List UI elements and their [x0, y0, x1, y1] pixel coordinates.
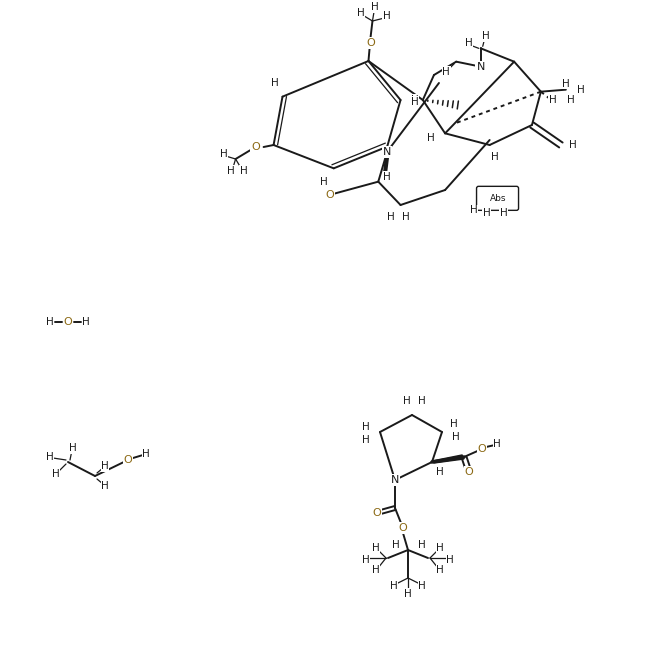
Text: H: H	[562, 79, 570, 89]
Text: H: H	[357, 8, 365, 18]
Text: O: O	[366, 38, 375, 48]
Text: O: O	[251, 142, 260, 152]
Text: O: O	[465, 467, 473, 477]
Text: H: H	[499, 208, 507, 218]
Text: H: H	[320, 177, 328, 188]
Text: H: H	[418, 396, 426, 406]
Text: H: H	[446, 555, 454, 565]
Polygon shape	[432, 455, 464, 463]
Text: H: H	[270, 78, 278, 88]
Text: H: H	[411, 95, 418, 105]
Text: H: H	[240, 166, 247, 176]
Text: H: H	[372, 565, 380, 575]
Text: H: H	[418, 581, 426, 591]
Text: H: H	[372, 543, 380, 553]
Text: H: H	[46, 317, 54, 327]
Text: H: H	[491, 152, 499, 162]
Text: H: H	[52, 469, 60, 479]
Text: O: O	[478, 444, 486, 454]
Text: N: N	[476, 62, 485, 72]
Text: H: H	[452, 432, 460, 442]
Text: H: H	[401, 212, 409, 222]
Text: H: H	[418, 540, 426, 550]
Text: O: O	[399, 523, 407, 533]
Text: N: N	[391, 475, 399, 485]
Text: H: H	[470, 206, 478, 215]
Text: H: H	[442, 67, 450, 77]
Text: H: H	[483, 208, 490, 218]
Text: H: H	[82, 317, 90, 327]
Text: H: H	[549, 95, 557, 105]
Text: H: H	[436, 467, 444, 477]
Text: N: N	[383, 147, 392, 156]
Text: Abs: Abs	[490, 194, 507, 203]
Text: O: O	[64, 317, 72, 327]
Text: H: H	[436, 565, 444, 575]
Text: H: H	[101, 461, 109, 471]
Text: H: H	[220, 149, 228, 159]
Text: H: H	[69, 443, 77, 453]
Text: H: H	[142, 449, 150, 459]
Text: H: H	[46, 452, 54, 462]
Text: H: H	[411, 97, 418, 107]
Text: H: H	[101, 481, 109, 491]
Text: H: H	[436, 543, 444, 553]
Text: H: H	[370, 2, 378, 12]
Text: H: H	[482, 31, 490, 41]
Text: H: H	[362, 555, 370, 565]
Text: H: H	[227, 166, 234, 176]
Text: H: H	[384, 172, 391, 182]
Text: H: H	[362, 435, 370, 445]
Text: H: H	[392, 540, 400, 550]
FancyBboxPatch shape	[476, 186, 519, 210]
Text: H: H	[577, 85, 585, 95]
Text: H: H	[362, 422, 370, 432]
Text: H: H	[493, 439, 501, 449]
Text: H: H	[387, 212, 394, 222]
Text: H: H	[403, 396, 411, 406]
Text: H: H	[427, 133, 435, 143]
Text: O: O	[372, 508, 382, 518]
Text: H: H	[390, 581, 398, 591]
Text: H: H	[567, 95, 574, 105]
Text: H: H	[569, 140, 577, 150]
Text: O: O	[325, 190, 334, 200]
Text: H: H	[450, 419, 458, 429]
Text: H: H	[404, 589, 412, 599]
Text: O: O	[124, 455, 132, 465]
Text: H: H	[382, 11, 390, 21]
Text: H: H	[465, 38, 472, 48]
